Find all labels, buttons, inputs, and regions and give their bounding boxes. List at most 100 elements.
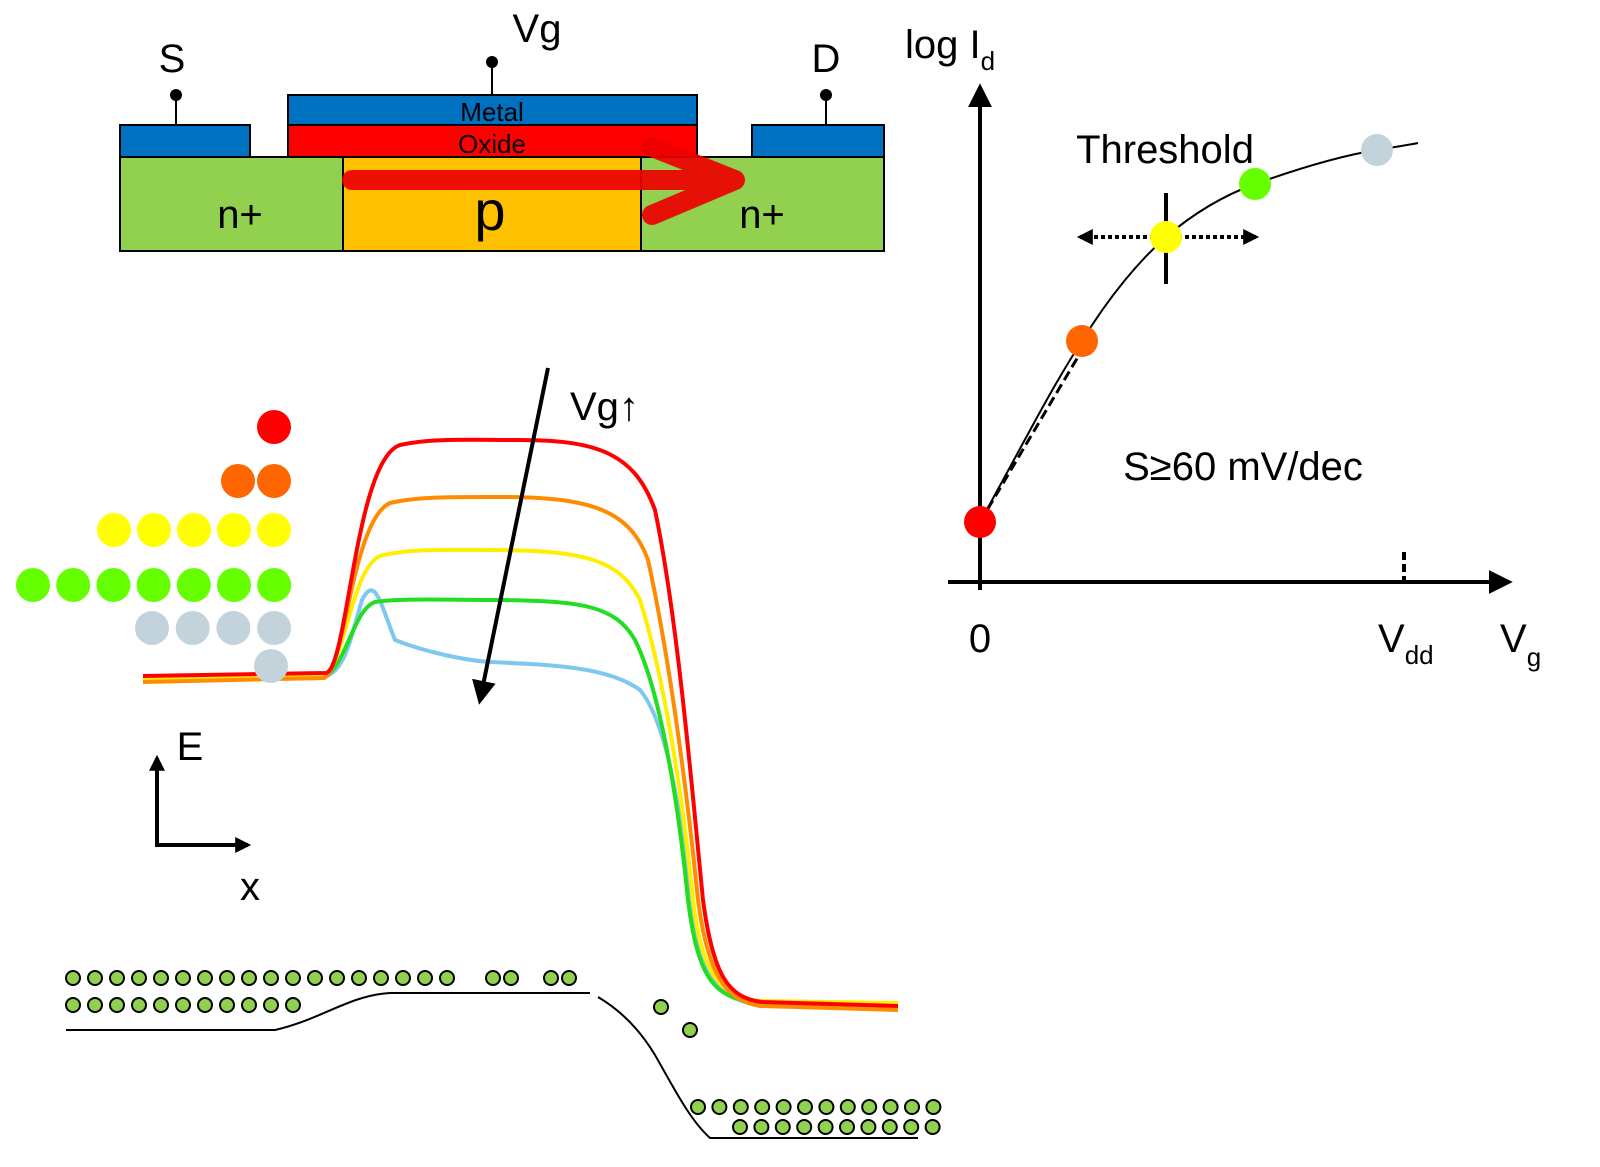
- carrier: [176, 998, 190, 1012]
- carrier: [154, 971, 168, 985]
- carrier: [110, 971, 124, 985]
- point-orange: [1066, 325, 1098, 357]
- electron-green: [257, 568, 291, 602]
- electron-yellow: [97, 513, 131, 547]
- carrier: [374, 971, 388, 985]
- carrier: [242, 971, 256, 985]
- carrier: [841, 1100, 855, 1114]
- source-pin-dot: [170, 89, 182, 101]
- y-axis-text: log I: [905, 23, 981, 67]
- electron-gray: [254, 649, 288, 683]
- band-red: [143, 440, 898, 1006]
- carrier: [777, 1100, 791, 1114]
- carrier: [220, 971, 234, 985]
- origin-label: 0: [969, 617, 991, 661]
- point-red: [964, 506, 996, 538]
- electron-green: [96, 568, 130, 602]
- carrier: [66, 971, 80, 985]
- drain-pin-dot: [820, 89, 832, 101]
- gate-arrow-label: Vg↑: [570, 385, 639, 429]
- carrier: [905, 1100, 919, 1114]
- carrier: [110, 998, 124, 1012]
- energy-label: E: [177, 725, 204, 769]
- carrier: [734, 1100, 748, 1114]
- source-contact: [120, 125, 250, 157]
- carrier: [883, 1120, 897, 1134]
- diagram: S Vg D Metal Oxide n+ p n+ log Id Thresh…: [0, 0, 1600, 1167]
- band-orange: [143, 497, 898, 1010]
- y-axis-sub: d: [981, 46, 995, 76]
- carrier: [396, 971, 410, 985]
- carrier: [819, 1120, 833, 1134]
- carrier: [330, 971, 344, 985]
- slope-line: [980, 345, 1085, 522]
- electron-gray: [135, 611, 169, 645]
- electron-green: [16, 568, 50, 602]
- carrier: [154, 998, 168, 1012]
- carrier: [691, 1100, 705, 1114]
- electron-yellow: [137, 513, 171, 547]
- carrier: [132, 998, 146, 1012]
- carrier: [198, 971, 212, 985]
- x-axis-sub: g: [1527, 642, 1541, 672]
- carrier: [562, 971, 576, 985]
- metal-label: Metal: [460, 97, 524, 127]
- electron-gray: [257, 611, 291, 645]
- carrier: [755, 1100, 769, 1114]
- carrier: [88, 971, 102, 985]
- carrier: [776, 1120, 790, 1134]
- x-axis-text: V: [1500, 617, 1527, 661]
- gate-label: Vg: [513, 7, 562, 51]
- x-axis-label: Vg: [1500, 617, 1541, 672]
- carrier: [88, 998, 102, 1012]
- electron-yellow: [257, 513, 291, 547]
- carrier: [733, 1120, 747, 1134]
- carrier: [754, 1120, 768, 1134]
- carrier: [683, 1023, 697, 1037]
- carrier: [286, 971, 300, 985]
- drain-label: D: [812, 37, 841, 81]
- electron-green: [137, 568, 171, 602]
- carrier: [798, 1100, 812, 1114]
- source-region-label: n+: [217, 193, 263, 237]
- carrier: [504, 971, 518, 985]
- vdd-text: V: [1378, 617, 1405, 661]
- carrier: [904, 1120, 918, 1134]
- electron-orange: [257, 464, 291, 498]
- carrier: [286, 998, 300, 1012]
- point-yellow: [1150, 221, 1182, 253]
- oxide-label: Oxide: [458, 129, 526, 159]
- gate-pin-dot: [486, 56, 498, 68]
- carrier: [264, 998, 278, 1012]
- vdd-sub: dd: [1405, 640, 1434, 670]
- transistor: S Vg D Metal Oxide n+ p n+: [120, 7, 884, 251]
- iv-plot: log Id Threshold S≥60 mV/dec 0 Vdd Vg: [905, 23, 1541, 672]
- point-gray: [1361, 134, 1393, 166]
- carrier: [308, 971, 322, 985]
- position-label: x: [240, 865, 260, 909]
- carrier: [797, 1120, 811, 1134]
- slope-label: S≥60 mV/dec: [1123, 445, 1363, 489]
- carrier: [264, 971, 278, 985]
- band-blue: [143, 590, 898, 1006]
- carrier: [544, 971, 558, 985]
- carrier: [220, 998, 234, 1012]
- source-label: S: [159, 37, 186, 81]
- carrier: [66, 998, 80, 1012]
- carrier: [840, 1120, 854, 1134]
- carrier: [926, 1100, 940, 1114]
- gate-arrow: [480, 368, 548, 700]
- band-diagram: Vg↑ E x: [16, 368, 940, 1138]
- threshold-label: Threshold: [1076, 128, 1254, 172]
- carrier: [486, 971, 500, 985]
- carrier: [440, 971, 454, 985]
- electron-gray: [176, 611, 210, 645]
- electron-gray: [216, 611, 250, 645]
- carrier: [861, 1120, 875, 1134]
- carrier: [242, 998, 256, 1012]
- point-green: [1239, 168, 1271, 200]
- y-axis-label: log Id: [905, 23, 995, 76]
- carrier: [819, 1100, 833, 1114]
- vdd-label: Vdd: [1378, 617, 1434, 670]
- carrier: [884, 1100, 898, 1114]
